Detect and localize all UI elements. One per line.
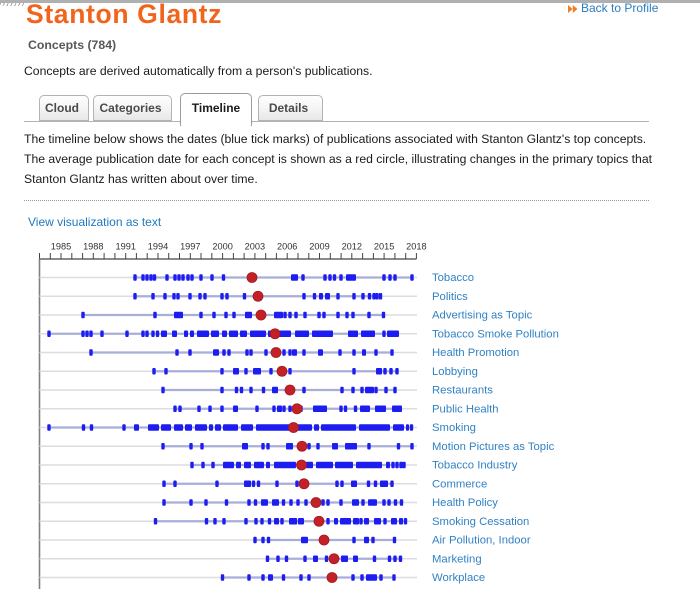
svg-text:Air Pollution, Indoor: Air Pollution, Indoor <box>432 535 531 547</box>
svg-text:1991: 1991 <box>115 242 135 252</box>
svg-text:Commerce: Commerce <box>432 478 487 490</box>
svg-text:2000: 2000 <box>212 242 232 252</box>
svg-text:2006: 2006 <box>277 242 297 252</box>
svg-text:Workplace: Workplace <box>432 572 485 584</box>
svg-text:Advertising as Topic: Advertising as Topic <box>432 310 533 322</box>
svg-text:Health Policy: Health Policy <box>432 497 498 509</box>
svg-text:1997: 1997 <box>180 242 200 252</box>
svg-text:Lobbying: Lobbying <box>432 366 478 378</box>
svg-text:Public Health: Public Health <box>432 403 499 415</box>
svg-text:Health Promotion: Health Promotion <box>432 347 519 359</box>
svg-text:Motion Pictures as Topic: Motion Pictures as Topic <box>432 441 555 453</box>
svg-text:Smoking Cessation: Smoking Cessation <box>432 516 529 528</box>
svg-text:Tobacco: Tobacco <box>432 272 474 284</box>
svg-text:2018: 2018 <box>406 242 426 252</box>
svg-text:Tobacco Smoke Pollution: Tobacco Smoke Pollution <box>432 328 559 340</box>
svg-text:1985: 1985 <box>51 242 71 252</box>
svg-text:2012: 2012 <box>342 242 362 252</box>
svg-text:Smoking: Smoking <box>432 422 476 434</box>
svg-text:2003: 2003 <box>245 242 265 252</box>
svg-text:1994: 1994 <box>148 242 168 252</box>
svg-text:1988: 1988 <box>83 242 103 252</box>
svg-text:Politics: Politics <box>432 291 468 303</box>
svg-text:Restaurants: Restaurants <box>432 385 493 397</box>
svg-text:Tobacco Industry: Tobacco Industry <box>432 460 518 472</box>
svg-text:2015: 2015 <box>374 242 394 252</box>
svg-text:2009: 2009 <box>309 242 329 252</box>
svg-text:Marketing: Marketing <box>432 553 482 565</box>
